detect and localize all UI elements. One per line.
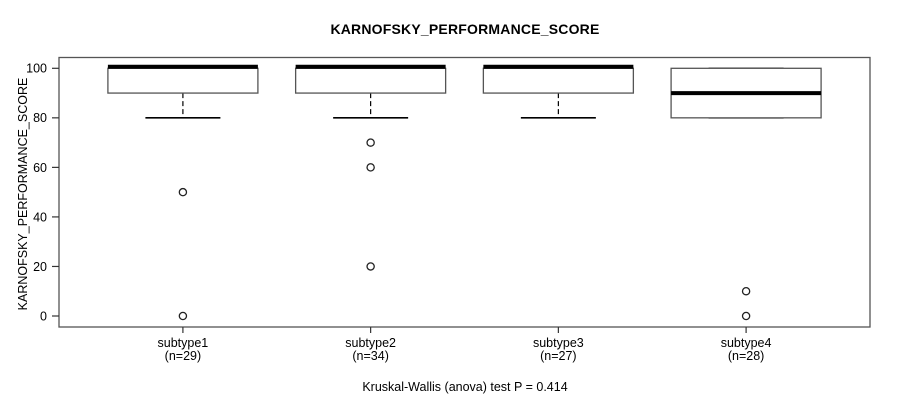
chart-title: KARNOFSKY_PERFORMANCE_SCORE	[330, 21, 600, 37]
x-tick-label: subtype4	[721, 336, 772, 350]
outlier-point	[178, 311, 188, 321]
y-tick-label: 20	[33, 260, 47, 274]
outlier-point	[741, 286, 751, 296]
box-subtype2	[294, 67, 447, 94]
y-tick-label: 100	[26, 62, 47, 76]
y-tick-label: 0	[40, 309, 47, 323]
x-tick-sublabel: (n=29)	[165, 349, 201, 363]
x-tick-sublabel: (n=28)	[728, 349, 764, 363]
y-tick-label: 80	[33, 111, 47, 125]
plot-frame	[58, 56, 871, 328]
x-tick-label: subtype3	[533, 336, 584, 350]
x-tick-sublabel: (n=34)	[352, 349, 388, 363]
outlier-point	[741, 311, 751, 321]
x-tick-label: subtype2	[345, 336, 396, 350]
outlier-point	[366, 262, 375, 271]
outlier-point	[366, 138, 375, 147]
box-subtype3	[482, 67, 635, 94]
outlier-point	[178, 187, 188, 197]
outlier-point	[366, 163, 375, 172]
stats-caption: Kruskal-Wallis (anova) test P = 0.414	[362, 380, 568, 394]
x-tick-sublabel: (n=27)	[540, 349, 576, 363]
y-tick-label: 60	[33, 161, 47, 175]
x-tick-label: subtype1	[158, 336, 209, 350]
box-subtype1	[107, 67, 259, 94]
y-tick-label: 40	[33, 210, 47, 224]
